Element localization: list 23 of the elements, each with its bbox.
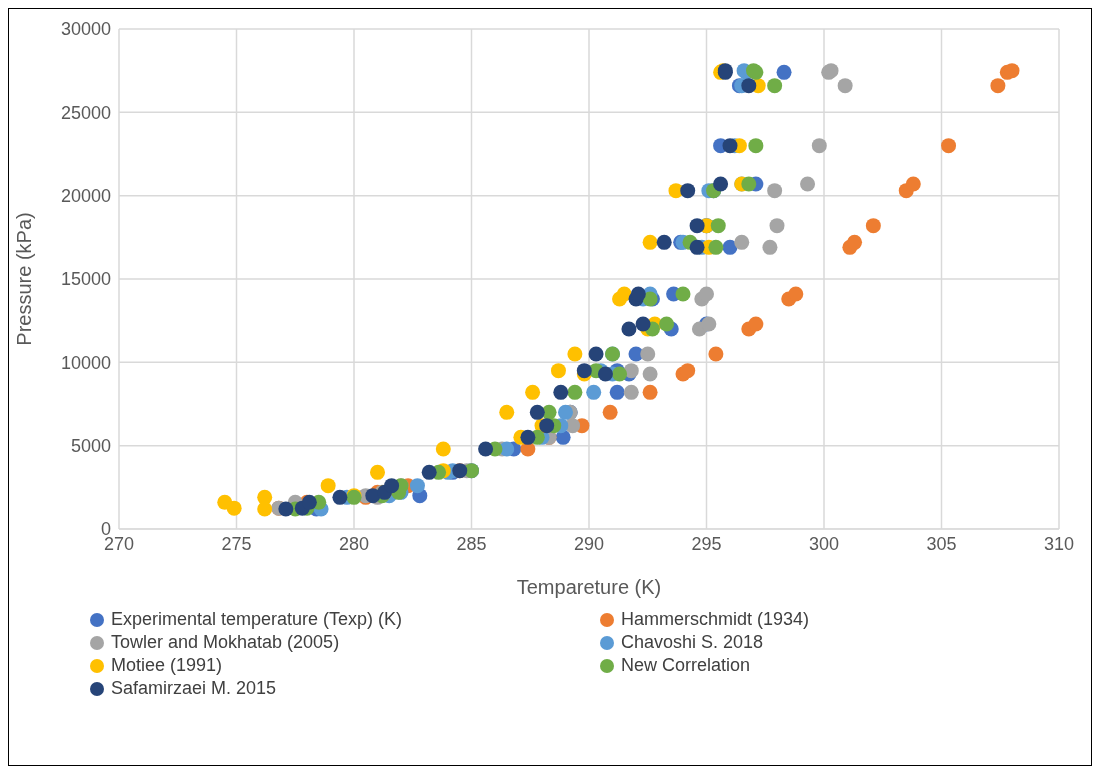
legend-label: New Correlation [621, 655, 751, 676]
legend-label: Experimental temperature (Texp) (K) [111, 609, 403, 630]
y-tick-label: 10000 [60, 352, 111, 373]
x-tick-label: 295 [691, 533, 722, 554]
y-tick-label: 20000 [60, 186, 111, 207]
legend-label: Chavoshi S. 2018 [621, 632, 764, 653]
y-tick-label: 5000 [70, 436, 111, 457]
legend-label: Hammerschmidt (1934) [621, 609, 810, 630]
legend-label: Safamirzaei M. 2015 [111, 678, 277, 699]
y-tick-label: 30000 [60, 19, 111, 40]
x-axis-title: Tempareture (K) [516, 576, 662, 598]
x-tick-label: 310 [1043, 533, 1075, 554]
x-tick-label: 285 [456, 533, 487, 554]
y-axis-title: Pressure (kPa) [13, 212, 36, 346]
y-tick-label: 15000 [60, 269, 111, 290]
x-tick-label: 275 [221, 533, 252, 554]
x-tick-label: 280 [338, 533, 370, 554]
x-tick-label: 305 [926, 533, 957, 554]
x-tick-label: 290 [573, 533, 605, 554]
legend-label: Towler and Mokhatab (2005) [111, 632, 340, 653]
y-tick-label: 25000 [60, 102, 111, 123]
legend-label: Motiee (1991) [111, 655, 223, 676]
x-tick-label: 300 [808, 533, 840, 554]
